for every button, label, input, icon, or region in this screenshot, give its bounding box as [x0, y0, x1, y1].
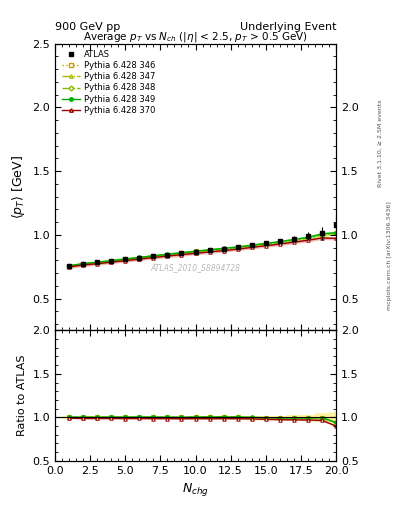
Y-axis label: Ratio to ATLAS: Ratio to ATLAS — [17, 355, 27, 436]
Text: ATLAS_2010_S8894728: ATLAS_2010_S8894728 — [151, 263, 241, 272]
Title: Average $p_T$ vs $N_{ch}$ ($|\eta|$ < 2.5, $p_T$ > 0.5 GeV): Average $p_T$ vs $N_{ch}$ ($|\eta|$ < 2.… — [83, 30, 308, 44]
Text: Underlying Event: Underlying Event — [239, 22, 336, 32]
Text: Rivet 3.1.10, ≥ 2.5M events: Rivet 3.1.10, ≥ 2.5M events — [378, 100, 383, 187]
Legend: ATLAS, Pythia 6.428 346, Pythia 6.428 347, Pythia 6.428 348, Pythia 6.428 349, P: ATLAS, Pythia 6.428 346, Pythia 6.428 34… — [59, 48, 158, 117]
Text: 900 GeV pp: 900 GeV pp — [55, 22, 120, 32]
Y-axis label: $\langle p_T \rangle$ [GeV]: $\langle p_T \rangle$ [GeV] — [10, 155, 27, 219]
X-axis label: $N_{chg}$: $N_{chg}$ — [182, 481, 209, 498]
Text: mcplots.cern.ch [arXiv:1306.3436]: mcplots.cern.ch [arXiv:1306.3436] — [387, 202, 391, 310]
